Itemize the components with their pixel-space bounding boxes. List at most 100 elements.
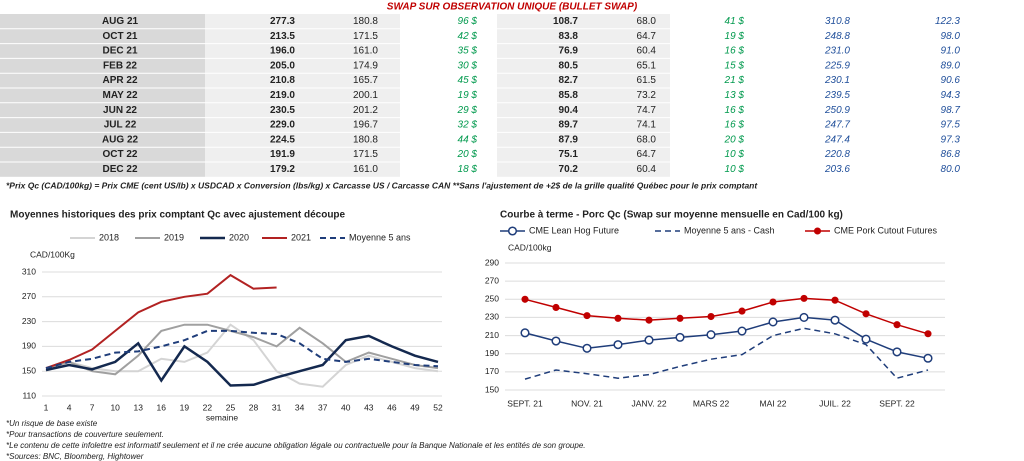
y-tick-label: 110 <box>22 390 36 400</box>
note: *Le contenu de cette infolettre est info… <box>6 441 586 450</box>
table-cell: 191.9 <box>270 149 295 160</box>
x-tick-label: 10 <box>110 402 120 412</box>
table-cell: 86.8 <box>941 149 961 160</box>
table-cell: 60.4 <box>637 46 657 57</box>
x-tick-label: 25 <box>226 402 236 412</box>
table-cell: 74.7 <box>637 105 657 116</box>
table-cell: 41 $ <box>725 16 745 27</box>
x-tick-label: MARS 22 <box>693 398 730 408</box>
series-line <box>45 323 439 376</box>
point <box>769 298 777 306</box>
table-cell: 229.0 <box>270 120 295 131</box>
y-tick-label: 150 <box>22 365 36 375</box>
table-cell: 201.2 <box>353 105 378 116</box>
table-cell: 213.5 <box>270 31 295 42</box>
x-tick-label: 19 <box>180 402 190 412</box>
y-tick-label: 210 <box>485 330 499 340</box>
table-cell: 89.7 <box>559 120 579 131</box>
legend-label: 2018 <box>99 232 119 242</box>
y-tick-label: 230 <box>22 316 36 326</box>
table-band <box>205 14 400 177</box>
table-cell: 96 $ <box>458 16 478 27</box>
table-cell: 250.9 <box>824 105 850 116</box>
table-cell: 64.7 <box>637 149 657 160</box>
series-line <box>45 273 277 370</box>
table-cell: 180.8 <box>353 134 378 145</box>
table-cell: JUN 22 <box>103 105 137 116</box>
point <box>861 334 871 344</box>
legend-label: CME Lean Hog Future <box>529 225 619 235</box>
table-cell: FEB 22 <box>103 60 137 71</box>
legend-label: Moyenne 5 ans - Cash <box>684 225 775 235</box>
point <box>893 321 901 329</box>
table-cell: 75.1 <box>559 149 579 160</box>
series-line <box>524 327 929 380</box>
x-tick-label: 4 <box>67 402 72 412</box>
point <box>614 314 622 322</box>
legend-label: 2019 <box>164 232 184 242</box>
table-cell: 230.1 <box>824 75 850 86</box>
x-tick-label: 1 <box>44 402 49 412</box>
table-cell: 20 $ <box>724 134 745 145</box>
table-cell: 310.8 <box>825 16 850 27</box>
y-tick-label: 270 <box>22 291 36 301</box>
point <box>582 343 592 353</box>
table-cell: 35 $ <box>458 46 478 57</box>
table-cell: 21 $ <box>724 75 745 86</box>
table-cell: 230.5 <box>270 105 295 116</box>
x-tick-label: 28 <box>249 402 259 412</box>
point <box>645 316 653 324</box>
legend-marker <box>507 226 518 236</box>
note: *Sources: BNC, Bloomberg, Hightower <box>6 452 144 461</box>
table-cell: 277.3 <box>270 16 295 27</box>
point <box>738 307 746 315</box>
table-cell: 30 $ <box>458 60 478 71</box>
table-cell: 18 $ <box>458 164 478 175</box>
table-cell: JUL 22 <box>104 120 137 131</box>
x-tick-label: SEPT. 21 <box>507 398 543 408</box>
legend-marker <box>813 227 822 235</box>
table-cell: APR 22 <box>102 75 137 86</box>
table-footnote: *Prix Qc (CAD/100kg) = Prix CME (cent US… <box>6 180 758 190</box>
y-axis-label: CAD/100kg <box>508 242 552 252</box>
table-cell: 219.0 <box>270 90 295 101</box>
series-line <box>524 297 929 335</box>
table-cell: 225.9 <box>824 60 850 71</box>
table-cell: 45 $ <box>458 75 478 86</box>
x-tick-label: 52 <box>433 402 443 412</box>
table-cell: 32 $ <box>458 120 478 131</box>
table-cell: 42 $ <box>458 31 478 42</box>
table-cell: 90.6 <box>941 75 961 86</box>
point <box>551 336 561 346</box>
y-tick-label: 310 <box>22 266 36 276</box>
table-cell: 239.5 <box>824 90 850 101</box>
table-cell: 248.8 <box>824 31 850 42</box>
note: *Pour transactions de couverture seuleme… <box>6 430 164 439</box>
table-cell: 87.9 <box>559 134 579 145</box>
series-line <box>45 329 439 370</box>
point <box>520 328 530 338</box>
legend-label: CME Pork Cutout Futures <box>834 225 938 235</box>
table-cell: 108.7 <box>553 16 578 27</box>
table-cell: 44 $ <box>458 134 478 145</box>
table-cell: 82.7 <box>559 75 579 86</box>
table-cell: 224.5 <box>270 134 295 145</box>
table-cell: 16 $ <box>725 105 745 116</box>
x-tick-label: 43 <box>364 402 374 412</box>
table-band <box>0 14 205 177</box>
x-tick-label: 34 <box>295 402 305 412</box>
point <box>924 330 932 338</box>
table-cell: 203.6 <box>824 164 850 175</box>
y-tick-label: 230 <box>485 312 499 322</box>
table-cell: AUG 22 <box>102 134 139 145</box>
y-axis-label: CAD/100Kg <box>30 249 75 259</box>
point <box>830 315 840 325</box>
table-cell: 247.4 <box>824 134 850 145</box>
table-cell: 97.3 <box>941 134 961 145</box>
table-cell: 171.5 <box>353 149 378 160</box>
table-cell: AUG 21 <box>102 16 139 27</box>
table-cell: 94.3 <box>941 90 961 101</box>
x-tick-label: 49 <box>410 402 420 412</box>
y-tick-label: 170 <box>485 366 499 376</box>
